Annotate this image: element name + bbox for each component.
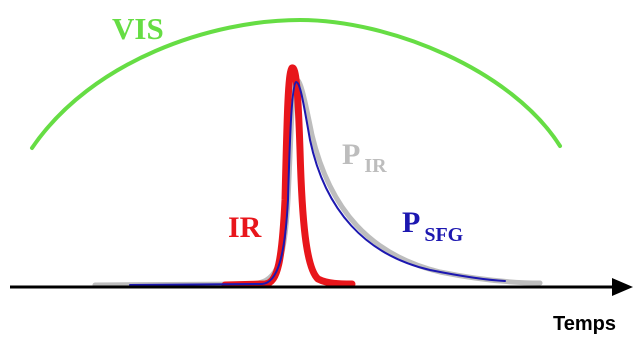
ir-curve [221,64,356,289]
p-sfg-label-subscript: SFG [424,224,463,246]
time-axis-arrowhead [612,278,633,296]
p-sfg-label-main: P [402,206,420,239]
vis-label: VIS [112,11,164,46]
p-ir-label-main: P [342,138,360,171]
p-sfg-label: P SFG [402,206,464,246]
p-ir-label: P IR [342,138,387,177]
time-axis-label: Temps [553,313,616,335]
vis-curve [30,17,562,150]
p-sfg-curve [129,80,506,286]
p-ir-label-subscript: IR [364,155,387,177]
p-ir-curve [92,77,543,288]
ir-label: IR [228,211,262,244]
